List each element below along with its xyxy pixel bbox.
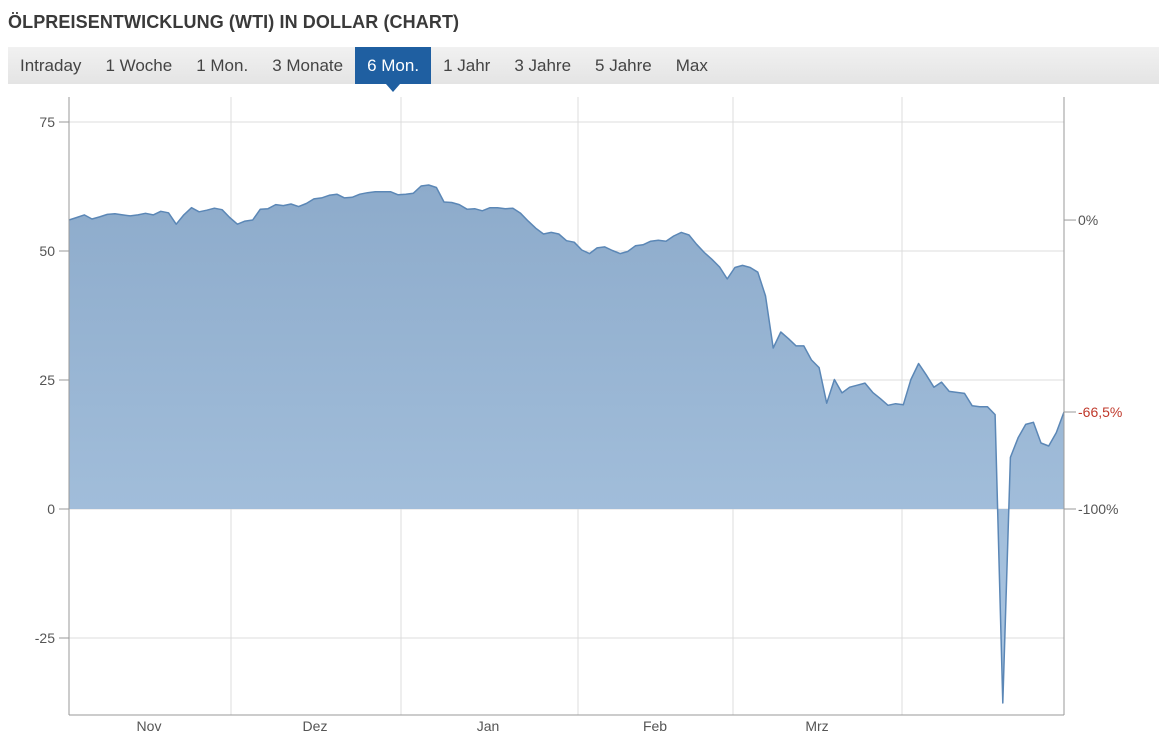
tab-3-monate[interactable]: 3 Monate [272, 56, 344, 75]
tab-1-woche[interactable]: 1 Woche [105, 56, 173, 75]
y-tick-label: -25 [35, 630, 55, 646]
tab-5-jahre[interactable]: 5 Jahre [595, 56, 652, 75]
tab-6-mon[interactable]: 6 Mon. [355, 47, 432, 92]
x-tick-label: Nov [137, 718, 162, 734]
tab-3-jahre[interactable]: 3 Jahre [514, 56, 572, 75]
page-title: ÖLPREISENTWICKLUNG (WTI) IN DOLLAR (CHAR… [8, 12, 460, 32]
y-tick-label: 0 [47, 501, 55, 517]
y-tick-label: 50 [39, 243, 55, 259]
period-tabs: Intraday 1 Woche 1 Mon. 3 Monate 6 Mon. 1 Jah… [8, 47, 1159, 92]
y-tick-label: 75 [39, 114, 55, 130]
tab-max[interactable]: Max [675, 56, 708, 75]
right-axis-label: 0% [1078, 212, 1098, 228]
x-tick-label: Mrz [805, 718, 828, 734]
x-tick-label: Feb [643, 718, 667, 734]
x-tick-label: Dez [303, 718, 328, 734]
x-tick-label: Jan [477, 718, 500, 734]
price-area [69, 185, 1064, 703]
tab-intraday[interactable]: Intraday [20, 56, 82, 75]
right-axis-label: -100% [1078, 501, 1118, 517]
current-change-label: -66,5% [1078, 404, 1122, 420]
price-line [68, 184, 1065, 704]
y-tick-label: 25 [39, 372, 55, 388]
tab-1-jahr[interactable]: 1 Jahr [443, 56, 491, 75]
tab-1-mon[interactable]: 1 Mon. [196, 56, 249, 75]
